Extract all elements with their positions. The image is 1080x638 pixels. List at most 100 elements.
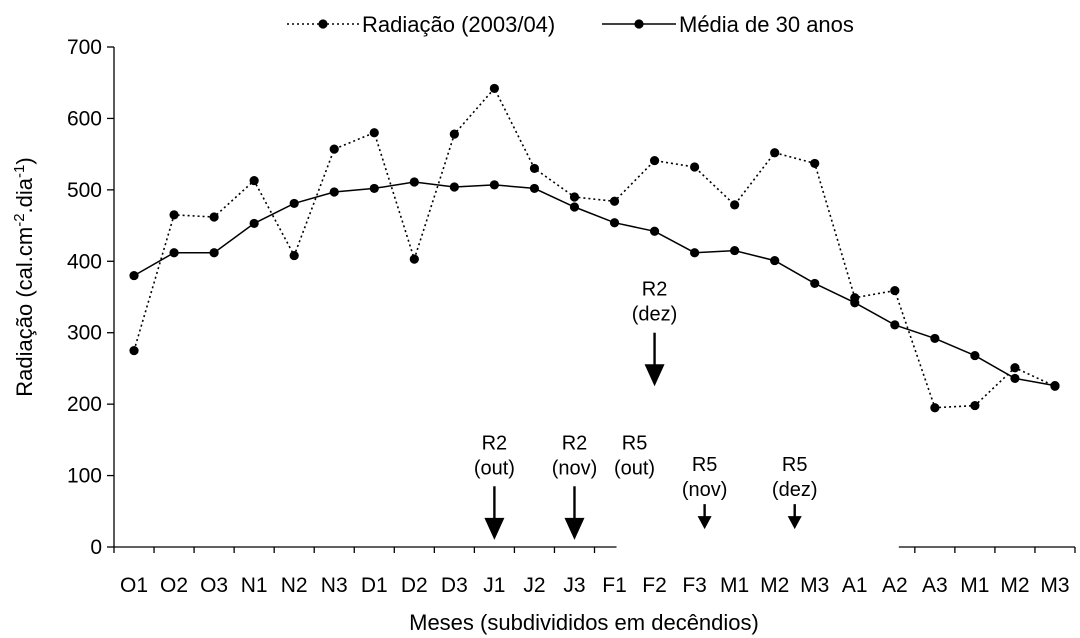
x-tick-label: M3 [1040,574,1069,597]
stage-label: (nov) [682,479,728,501]
stage-annotation-4: R2 (dez) [632,279,678,387]
x-tick-label: M2 [760,574,789,597]
data-point [970,400,980,411]
y-tick-label: 0 [90,536,102,559]
data-point [930,403,940,413]
legend-label: Média de 30 anos [679,12,854,37]
stage-label: (dez) [632,304,678,326]
data-point [289,250,299,261]
y-tick-label: 400 [67,250,102,273]
data-point [850,298,860,308]
y-tick-label: 700 [67,36,102,59]
data-point [329,187,339,197]
x-tick-label: A2 [882,574,908,597]
x-tick-label: M2 [1000,574,1029,597]
stage-label: R5 [692,454,718,476]
x-tick-label: J1 [483,574,505,597]
stage-annotation-2: R2 (nov) [552,432,598,540]
data-point [529,163,540,174]
data-point [690,162,700,172]
x-tick-label: M1 [720,574,749,597]
arrow-head [697,516,712,530]
x-axis-title: Meses (subdivididos em decêndios) [409,610,759,635]
data-point [730,200,740,210]
data-point [329,144,339,154]
series-line [133,181,1056,387]
y-tick-label: 600 [67,107,102,130]
data-point [770,148,780,158]
stage-label: R2 [642,279,668,301]
x-tick-label: D1 [361,574,388,597]
x-tick-label: F2 [642,574,667,597]
legend-label: Radiação (2003/04) [362,12,555,37]
stage-label: R5 [782,454,808,476]
data-point [1010,363,1020,373]
data-point [649,155,660,166]
data-point [1010,373,1020,384]
x-tick-label: N2 [281,574,308,597]
stage-annotation-1: R2 (out) [474,432,515,540]
x-tick-label: J3 [563,574,585,597]
arrow-head [564,517,585,540]
data-point [209,212,219,222]
x-axis: O1 O2 O3 N1 N2 N3 D1 D2 D3 J1 J2 J3 F1 F2 F3 M1 M2 M3 A1 A2… [113,546,1076,597]
data-point [449,129,459,139]
y-axis-title: Radiação (cal.cm-2.dia-1) [11,157,37,396]
data-point [970,350,980,361]
x-tick-label: N3 [321,574,348,597]
y-tick-label: 500 [67,179,102,202]
data-point [890,285,900,296]
legend-marker [318,19,328,29]
y-tick-label: 300 [67,322,102,345]
data-point [810,158,820,169]
series-1 [129,83,1060,413]
stage-annotation-5: R5 (nov) [682,454,728,530]
y-tick-label: 100 [67,465,102,488]
legend-item-1: Radiação (2003/04) [287,12,555,37]
stage-label: (out) [614,457,655,479]
x-tick-label: A3 [922,574,948,597]
x-tick-label: A1 [842,574,868,597]
y-tick-label: 200 [67,393,102,416]
stage-label: (out) [474,457,515,479]
stage-label: R5 [622,432,648,454]
stage-label: (nov) [552,457,598,479]
data-point [209,248,219,258]
arrow-head [484,517,505,540]
data-point [129,345,139,356]
data-point [369,183,379,194]
data-point [730,245,740,256]
data-point [289,198,299,209]
x-tick-label: M3 [800,574,829,597]
data-point [609,196,620,206]
data-point [409,254,419,264]
x-tick-label: D3 [441,574,468,597]
x-tick-label: D2 [401,574,428,597]
data-point [1050,380,1060,391]
data-point [890,320,900,330]
data-point [249,218,259,229]
data-point [169,210,179,220]
legend-item-2: Média de 30 anos [602,12,854,37]
x-tick-label: O2 [160,574,188,597]
x-tick-label: O3 [200,574,228,597]
arrow-head [644,364,665,387]
stage-label: (dez) [772,479,818,501]
stage-annotation-3: R5 (out) [614,432,655,479]
data-point [169,248,179,258]
data-point [569,192,580,202]
series-layer [129,83,1060,413]
data-point [690,248,700,258]
y-axis: 0 100 200 300 400 500 600 700 [67,36,115,559]
data-point [649,226,660,236]
legend: Radiação (2003/04) Média de 30 anos [287,12,854,37]
stage-label: R2 [482,432,508,454]
data-point [810,278,820,289]
data-point [249,175,259,186]
data-point [770,255,780,266]
data-point [569,202,580,212]
data-point [930,333,940,344]
data-point [529,183,540,194]
x-tick-label: O1 [120,574,148,597]
